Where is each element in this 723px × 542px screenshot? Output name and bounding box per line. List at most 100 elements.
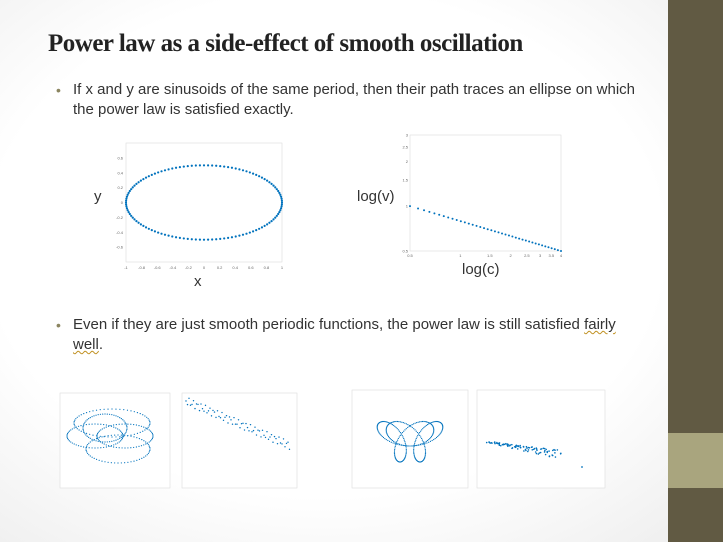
data-point bbox=[206, 238, 210, 241]
data-point bbox=[428, 441, 430, 443]
data-point bbox=[508, 444, 511, 447]
data-point bbox=[433, 429, 435, 431]
data-point bbox=[405, 450, 407, 452]
data-point bbox=[148, 429, 150, 431]
y-tick-label: 3 bbox=[406, 133, 409, 138]
data-point bbox=[261, 429, 264, 431]
data-point bbox=[97, 437, 99, 440]
data-point bbox=[422, 441, 424, 443]
y-tick-label: 0.5 bbox=[402, 249, 408, 254]
data-point bbox=[174, 236, 178, 239]
data-point bbox=[287, 441, 289, 443]
data-point bbox=[194, 164, 197, 167]
data-point bbox=[282, 438, 285, 440]
data-point bbox=[80, 430, 82, 432]
data-point bbox=[133, 411, 135, 413]
data-point bbox=[505, 442, 507, 445]
data-point bbox=[115, 423, 117, 426]
data-point bbox=[514, 446, 517, 449]
data-point bbox=[99, 413, 102, 415]
data-point bbox=[418, 444, 420, 446]
data-point bbox=[425, 421, 428, 423]
data-point bbox=[145, 455, 147, 457]
data-point bbox=[113, 440, 115, 442]
data-point bbox=[115, 415, 117, 417]
data-point bbox=[249, 423, 252, 426]
data-point bbox=[554, 452, 556, 454]
data-point bbox=[123, 420, 125, 422]
data-point bbox=[395, 444, 397, 446]
data-point bbox=[110, 425, 112, 427]
data-point bbox=[393, 440, 395, 442]
data-point bbox=[413, 452, 415, 455]
data-point bbox=[239, 427, 241, 429]
data-point bbox=[96, 434, 98, 436]
data-point bbox=[381, 435, 383, 438]
data-point bbox=[125, 199, 128, 202]
data-point bbox=[491, 442, 493, 444]
data-point bbox=[391, 424, 394, 426]
data-point bbox=[111, 440, 113, 442]
data-point bbox=[535, 452, 538, 455]
data-point bbox=[119, 408, 121, 410]
data-point bbox=[131, 216, 134, 219]
bullet-2: • Even if they are just smooth periodic … bbox=[56, 315, 643, 355]
data-point bbox=[434, 437, 436, 440]
data-point bbox=[201, 408, 204, 410]
data-point bbox=[525, 445, 528, 448]
data-point bbox=[270, 433, 273, 436]
data-point bbox=[394, 455, 396, 457]
data-point bbox=[280, 199, 283, 202]
data-point bbox=[74, 419, 76, 421]
data-point bbox=[442, 428, 444, 430]
data-point bbox=[502, 443, 505, 446]
data-point bbox=[144, 415, 146, 417]
data-point bbox=[543, 451, 546, 453]
data-point bbox=[376, 426, 378, 428]
data-point bbox=[163, 169, 167, 172]
x-tick-label: -1 bbox=[124, 265, 128, 270]
data-point bbox=[276, 443, 279, 445]
data-point bbox=[494, 442, 496, 445]
data-point bbox=[531, 241, 534, 244]
data-point bbox=[402, 436, 404, 438]
data-point bbox=[420, 436, 422, 438]
data-point bbox=[425, 440, 427, 442]
data-point bbox=[398, 421, 400, 423]
data-point bbox=[414, 422, 416, 424]
data-point bbox=[136, 411, 139, 414]
data-point bbox=[394, 457, 397, 459]
data-point bbox=[190, 238, 193, 241]
data-point bbox=[390, 423, 392, 425]
data-point bbox=[82, 428, 84, 431]
data-point bbox=[255, 434, 258, 436]
data-point bbox=[251, 230, 255, 233]
data-point bbox=[394, 425, 396, 428]
data-point bbox=[394, 441, 396, 443]
data-point bbox=[407, 424, 409, 426]
data-point bbox=[135, 446, 137, 448]
data-point bbox=[76, 416, 78, 418]
data-point bbox=[82, 427, 84, 429]
data-point bbox=[543, 447, 546, 450]
data-point bbox=[190, 164, 193, 167]
data-point bbox=[122, 436, 124, 438]
data-point bbox=[424, 441, 426, 443]
data-point bbox=[413, 451, 415, 453]
data-point bbox=[212, 409, 214, 412]
data-point bbox=[394, 447, 396, 449]
data-point bbox=[151, 439, 153, 441]
data-point bbox=[424, 455, 426, 457]
data-point bbox=[395, 426, 397, 429]
data-point bbox=[404, 457, 406, 459]
data-point bbox=[102, 413, 104, 415]
data-point bbox=[104, 461, 106, 463]
data-point bbox=[125, 195, 129, 198]
data-point bbox=[432, 425, 434, 427]
data-point bbox=[113, 444, 115, 446]
data-point bbox=[427, 421, 429, 423]
scatter-plot-1 bbox=[181, 392, 298, 489]
data-point bbox=[387, 423, 390, 425]
data-point bbox=[410, 425, 412, 428]
data-point bbox=[383, 420, 385, 423]
